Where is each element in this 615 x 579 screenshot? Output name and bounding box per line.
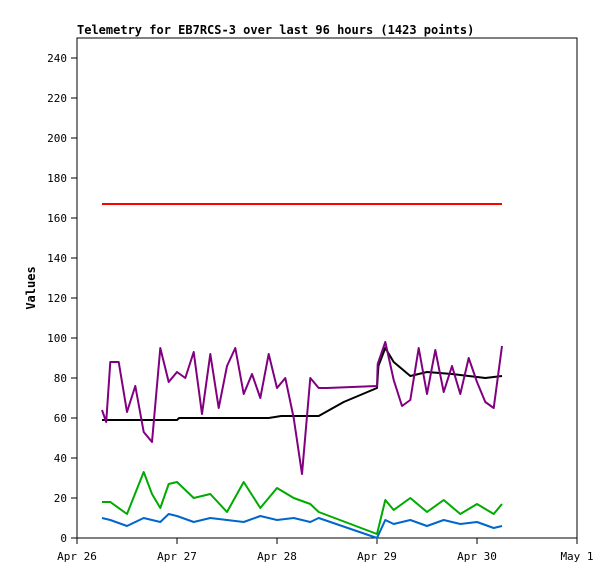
series-line-4 bbox=[102, 471, 503, 535]
chart-title: Telemetry for EB7RCS-3 over last 96 hour… bbox=[77, 23, 474, 37]
y-tick-label: 80 bbox=[54, 372, 67, 385]
axis-ticks: 0 20 40 60 80 100 120 140 160 180 200 220 240 Apr 26 A… bbox=[47, 52, 593, 563]
y-tick-label: 100 bbox=[47, 332, 67, 345]
y-tick-label: 120 bbox=[47, 292, 67, 305]
x-tick-label: Apr 30 bbox=[457, 550, 497, 563]
x-tick-label: May 1 bbox=[560, 550, 593, 563]
y-tick-label: 140 bbox=[47, 252, 67, 265]
y-tick-label: 40 bbox=[54, 452, 67, 465]
x-tick-label: Apr 28 bbox=[257, 550, 297, 563]
plot-frame bbox=[76, 37, 578, 539]
y-tick-label: 220 bbox=[47, 92, 67, 105]
y-tick-label: 160 bbox=[47, 212, 67, 225]
y-tick-label: 20 bbox=[54, 492, 67, 505]
series-group bbox=[101, 203, 503, 539]
x-tick-label: Apr 26 bbox=[57, 550, 97, 563]
y-tick-label: 200 bbox=[47, 132, 67, 145]
x-tick-label: Apr 27 bbox=[157, 550, 197, 563]
series-line-2 bbox=[102, 347, 503, 421]
x-tick-label: Apr 29 bbox=[357, 550, 397, 563]
y-tick-label: 0 bbox=[60, 532, 67, 545]
y-tick-label: 180 bbox=[47, 172, 67, 185]
series-line-5 bbox=[101, 513, 503, 539]
y-tick-label: 60 bbox=[54, 412, 67, 425]
y-axis-label: Values bbox=[24, 266, 38, 309]
y-tick-label: 240 bbox=[47, 52, 67, 65]
series-line-3 bbox=[101, 341, 503, 475]
